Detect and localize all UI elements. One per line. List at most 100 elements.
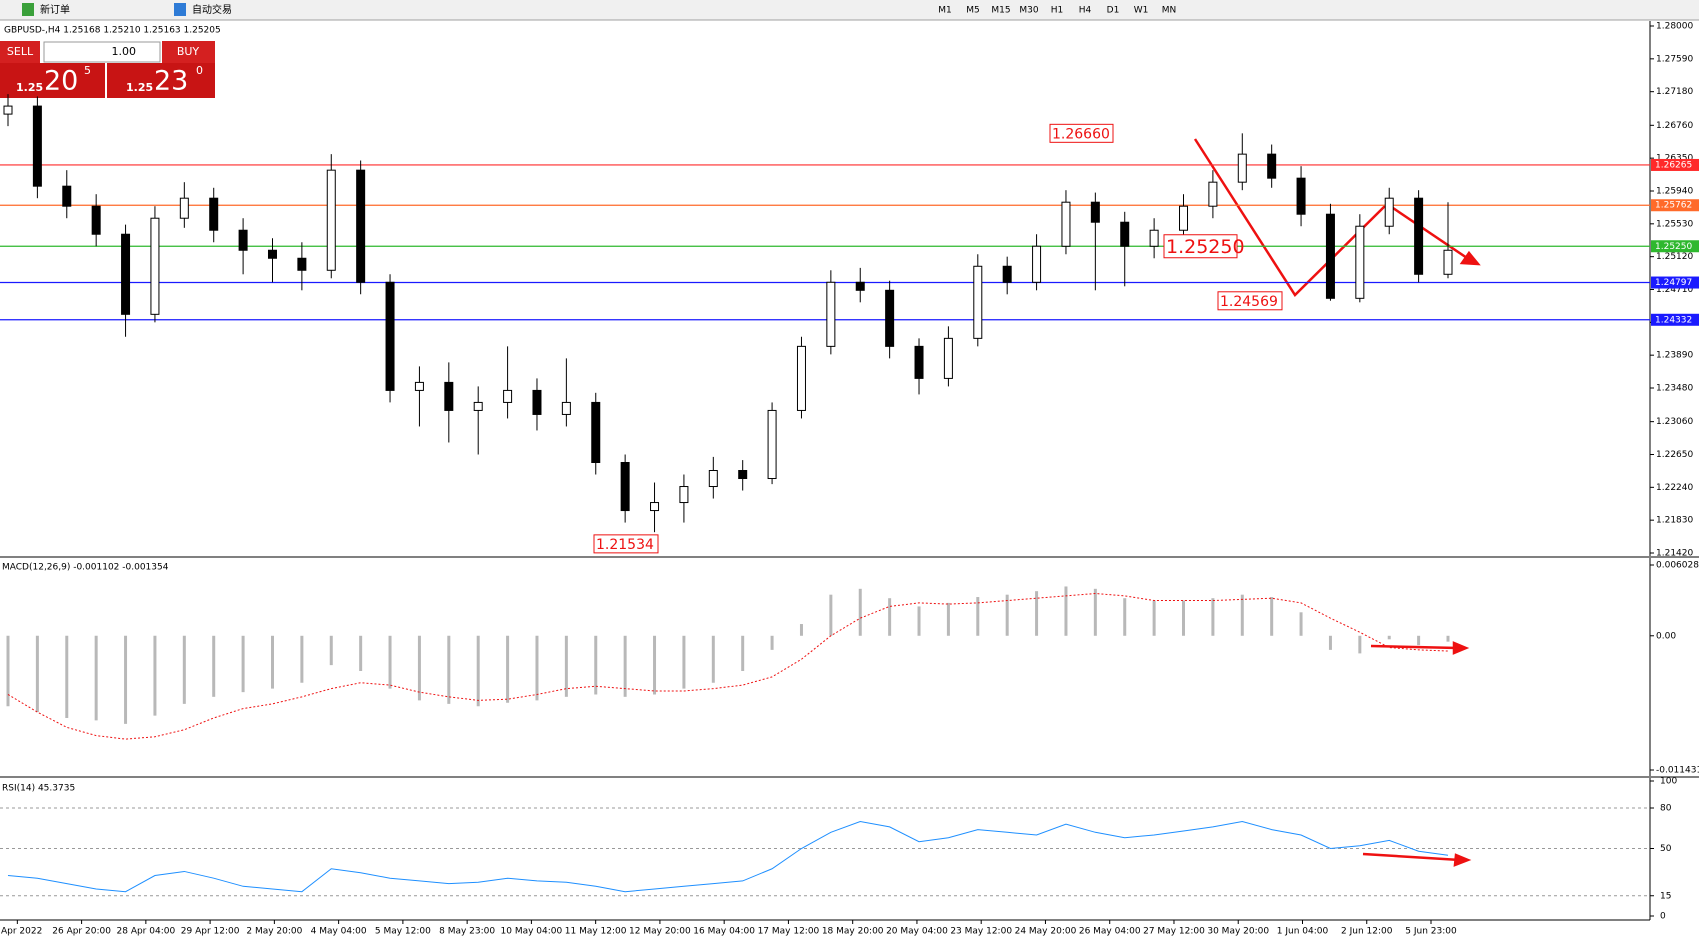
candle-body: [855, 281, 865, 291]
x-tick-label: 26 Apr 20:00: [52, 927, 111, 937]
y-tick-label: 100: [1660, 777, 1677, 787]
candle-body: [679, 486, 689, 504]
auto-trading-icon[interactable]: [174, 3, 186, 16]
buy-label[interactable]: BUY: [177, 45, 200, 58]
y-tick-label: 1.21830: [1656, 516, 1693, 526]
sell-price-sup[interactable]: 5: [84, 64, 91, 77]
candle-body: [738, 470, 748, 480]
arrow-head: [1452, 641, 1470, 655]
x-tick-label: 11 May 12:00: [565, 927, 627, 937]
candle-body: [1120, 221, 1130, 247]
sell-label[interactable]: SELL: [7, 45, 34, 58]
candle-body: [591, 401, 601, 463]
sell-price-box[interactable]: [0, 63, 105, 98]
y-tick-label: 50: [1660, 844, 1672, 854]
candle-body: [885, 289, 895, 347]
level-tag-label: 1.25250: [1655, 242, 1692, 252]
x-tick-label: 5 May 12:00: [375, 927, 431, 937]
sell-price-small[interactable]: 1.25: [16, 81, 43, 94]
macd-signal: [7, 593, 1449, 740]
candle-body: [650, 502, 660, 512]
candle-body: [62, 185, 72, 207]
level-tag-label: 1.25762: [1655, 201, 1692, 211]
timeframe-button[interactable]: M1: [938, 6, 952, 16]
candle-body: [267, 249, 277, 259]
candle-body: [1032, 245, 1042, 283]
timeframe-button[interactable]: MN: [1162, 6, 1177, 16]
price-annotation-box: [1217, 291, 1283, 311]
y-tick-label: 80: [1660, 804, 1672, 814]
timeframe-button[interactable]: M15: [991, 6, 1010, 16]
candle-body: [179, 197, 189, 219]
lots-value[interactable]: 1.00: [112, 45, 137, 58]
x-tick-label: 28 Apr 04:00: [117, 927, 176, 937]
level-tag: [1651, 199, 1699, 212]
y-tick-label: 1.26760: [1656, 121, 1693, 131]
auto-trading-button[interactable]: 自动交易: [192, 3, 232, 16]
chart-title: GBPUSD-,H4 1.25168 1.25210 1.25163 1.252…: [4, 26, 221, 36]
candle-body: [1443, 249, 1453, 275]
new-order-icon[interactable]: [22, 3, 34, 16]
candle-body: [326, 169, 336, 271]
x-tick-label: 2 May 20:00: [246, 927, 302, 937]
price-annotation: 1.25250: [1166, 236, 1245, 258]
buy-price-big[interactable]: 23: [154, 66, 188, 97]
x-tick-label: 4 May 04:00: [311, 927, 367, 937]
candle-body: [1002, 265, 1012, 283]
y-tick-label: 1.24710: [1656, 285, 1693, 295]
arrow-head: [1459, 250, 1481, 266]
timeframe-button[interactable]: H4: [1079, 6, 1092, 16]
candle-body: [1149, 229, 1159, 247]
x-tick-label: 10 May 04:00: [501, 927, 563, 937]
level-tag-label: 1.24332: [1655, 315, 1692, 325]
macd-title: MACD(12,26,9) -0.001102 -0.001354: [2, 563, 169, 573]
sell-button[interactable]: [0, 41, 40, 63]
y-tick-label: 1.21420: [1656, 549, 1693, 559]
candle-body: [1355, 225, 1365, 299]
candle-body: [708, 470, 718, 488]
timeframe-button[interactable]: H1: [1051, 6, 1064, 16]
candle-body: [1179, 205, 1189, 231]
candle-body: [1296, 177, 1306, 215]
level-tag: [1651, 240, 1699, 253]
timeframe-button[interactable]: D1: [1107, 6, 1120, 16]
candle-body: [973, 265, 983, 339]
timeframe-button[interactable]: W1: [1134, 6, 1149, 16]
level-tag: [1651, 313, 1699, 326]
sell-price-big[interactable]: 20: [44, 66, 78, 97]
lots-input[interactable]: [43, 41, 161, 63]
rsi-line: [7, 820, 1449, 893]
x-tick-label: 1 Jun 04:00: [1277, 927, 1329, 937]
toolbar: [0, 0, 1699, 20]
timeframe-button[interactable]: M5: [966, 6, 980, 16]
candle-body: [91, 205, 101, 235]
candle-body: [385, 281, 395, 391]
candle-body: [1325, 213, 1335, 299]
y-tick-label: 1.27590: [1656, 54, 1693, 64]
buy-button[interactable]: [162, 41, 215, 63]
price-annotation-box: [1049, 123, 1114, 143]
buy-price-small[interactable]: 1.25: [126, 81, 153, 94]
y-tick-label: 0.006028: [1656, 561, 1699, 571]
candle-body: [238, 229, 248, 251]
buy-price-sup[interactable]: 0: [196, 64, 203, 77]
y-tick-label: 1.22650: [1656, 450, 1693, 460]
candle-body: [1414, 197, 1424, 275]
rsi-title: RSI(14) 45.3735: [2, 784, 75, 794]
x-tick-label: 29 Apr 12:00: [181, 927, 240, 937]
x-tick-label: 30 May 20:00: [1207, 927, 1269, 937]
timeframe-button[interactable]: M30: [1019, 6, 1038, 16]
buy-price-box[interactable]: [107, 63, 215, 98]
rsi-arrow: [1362, 852, 1461, 862]
candle-body: [532, 389, 542, 415]
candle-body: [297, 257, 307, 271]
y-tick-label: 1.27180: [1656, 87, 1693, 97]
candle-body: [473, 401, 483, 411]
new-order-button[interactable]: 新订单: [40, 3, 70, 16]
x-tick-label: 5 Apr 2022: [0, 927, 42, 937]
arrow-head: [1453, 853, 1472, 867]
candle-body: [503, 389, 513, 403]
macd-arrow: [1370, 644, 1459, 650]
candle-body: [444, 381, 454, 411]
candle-body: [356, 169, 366, 283]
